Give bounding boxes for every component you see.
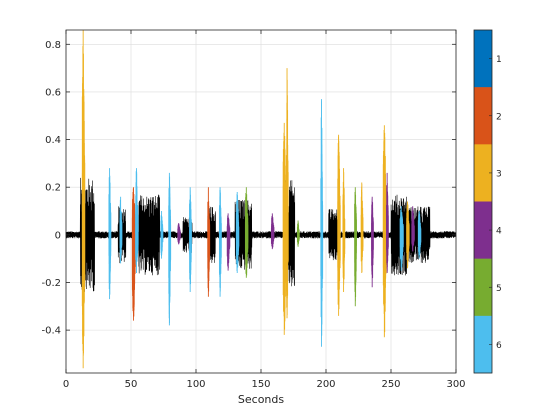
class-3-segment: [382, 125, 387, 338]
class-6-segment: [218, 187, 222, 297]
y-tick-label: -0.2: [41, 278, 61, 289]
colorbar-swatch-5: [474, 258, 492, 317]
colorbar-label: 6: [496, 341, 502, 351]
x-tick-label: 100: [186, 379, 205, 390]
colorbar-swatch-2: [474, 87, 492, 145]
class-3-segment: [337, 134, 341, 316]
class-6-segment: [119, 196, 123, 264]
class-6-segment: [320, 99, 324, 347]
colorbar-label: 2: [496, 112, 502, 122]
y-tick-label: 0.6: [45, 87, 61, 98]
y-tick-label: 0: [55, 230, 61, 241]
class-6-segment: [108, 168, 112, 300]
class-6-segment: [168, 172, 172, 326]
class-2-segment: [207, 187, 211, 297]
class-segments: [81, 30, 422, 369]
colorbar-frame: [473, 29, 493, 374]
class-6-segment: [235, 191, 240, 273]
class-2-segment: [131, 187, 137, 321]
class-5-segment: [296, 220, 300, 247]
baseline-waveform-line: [65, 177, 457, 292]
x-tick-label: 300: [446, 379, 465, 390]
y-tick-label: 0.4: [45, 135, 61, 146]
class-6-segment: [135, 168, 139, 273]
class-3-segment: [282, 122, 287, 335]
y-tick-label: 0.8: [45, 40, 61, 51]
class-4-segment: [371, 196, 374, 288]
x-axis-ticks: 0 50 100 150 200 250 300: [63, 30, 466, 390]
class-4-segment: [411, 206, 415, 252]
colorbar-label: 5: [496, 284, 502, 294]
class-6-segment: [160, 211, 164, 259]
colorbar-swatch-4: [474, 201, 492, 259]
class-3-segment: [360, 182, 364, 273]
x-tick-label: 200: [316, 379, 335, 390]
waveform-baseline: [65, 177, 457, 292]
colorbar-label: 3: [496, 169, 502, 179]
class-6-segment: [189, 187, 192, 293]
class-6-segment: [417, 211, 422, 259]
colorbar-swatch-3: [474, 144, 492, 202]
class-3-segment: [81, 30, 86, 369]
x-tick-label: 150: [251, 379, 270, 390]
y-axis-ticks: -0.4 -0.2 0 0.2 0.4 0.6 0.8: [41, 40, 456, 337]
colorbar-swatch-1: [474, 30, 492, 88]
class-3-segment: [285, 68, 289, 319]
class-3-segment: [342, 168, 346, 293]
class-4-segment: [177, 222, 181, 245]
class-5-segment: [244, 187, 249, 278]
colorbar-label: 4: [496, 227, 502, 237]
colorbar: 1 2 3 4 5 6: [473, 29, 502, 374]
y-tick-label: 0.2: [45, 183, 61, 194]
x-axis-label: Seconds: [238, 393, 284, 406]
class-6-segment: [399, 206, 404, 271]
x-tick-label: 0: [63, 379, 69, 390]
x-tick-label: 50: [125, 379, 138, 390]
colorbar-swatch-6: [474, 315, 492, 374]
colorbar-label: 1: [496, 55, 502, 65]
class-3-segment: [406, 201, 410, 269]
class-4-segment: [386, 172, 389, 273]
class-4-segment: [226, 213, 231, 271]
x-tick-label: 250: [381, 379, 400, 390]
class-4-segment: [270, 213, 275, 250]
y-tick-label: -0.4: [41, 326, 61, 337]
class-5-segment: [354, 187, 357, 307]
